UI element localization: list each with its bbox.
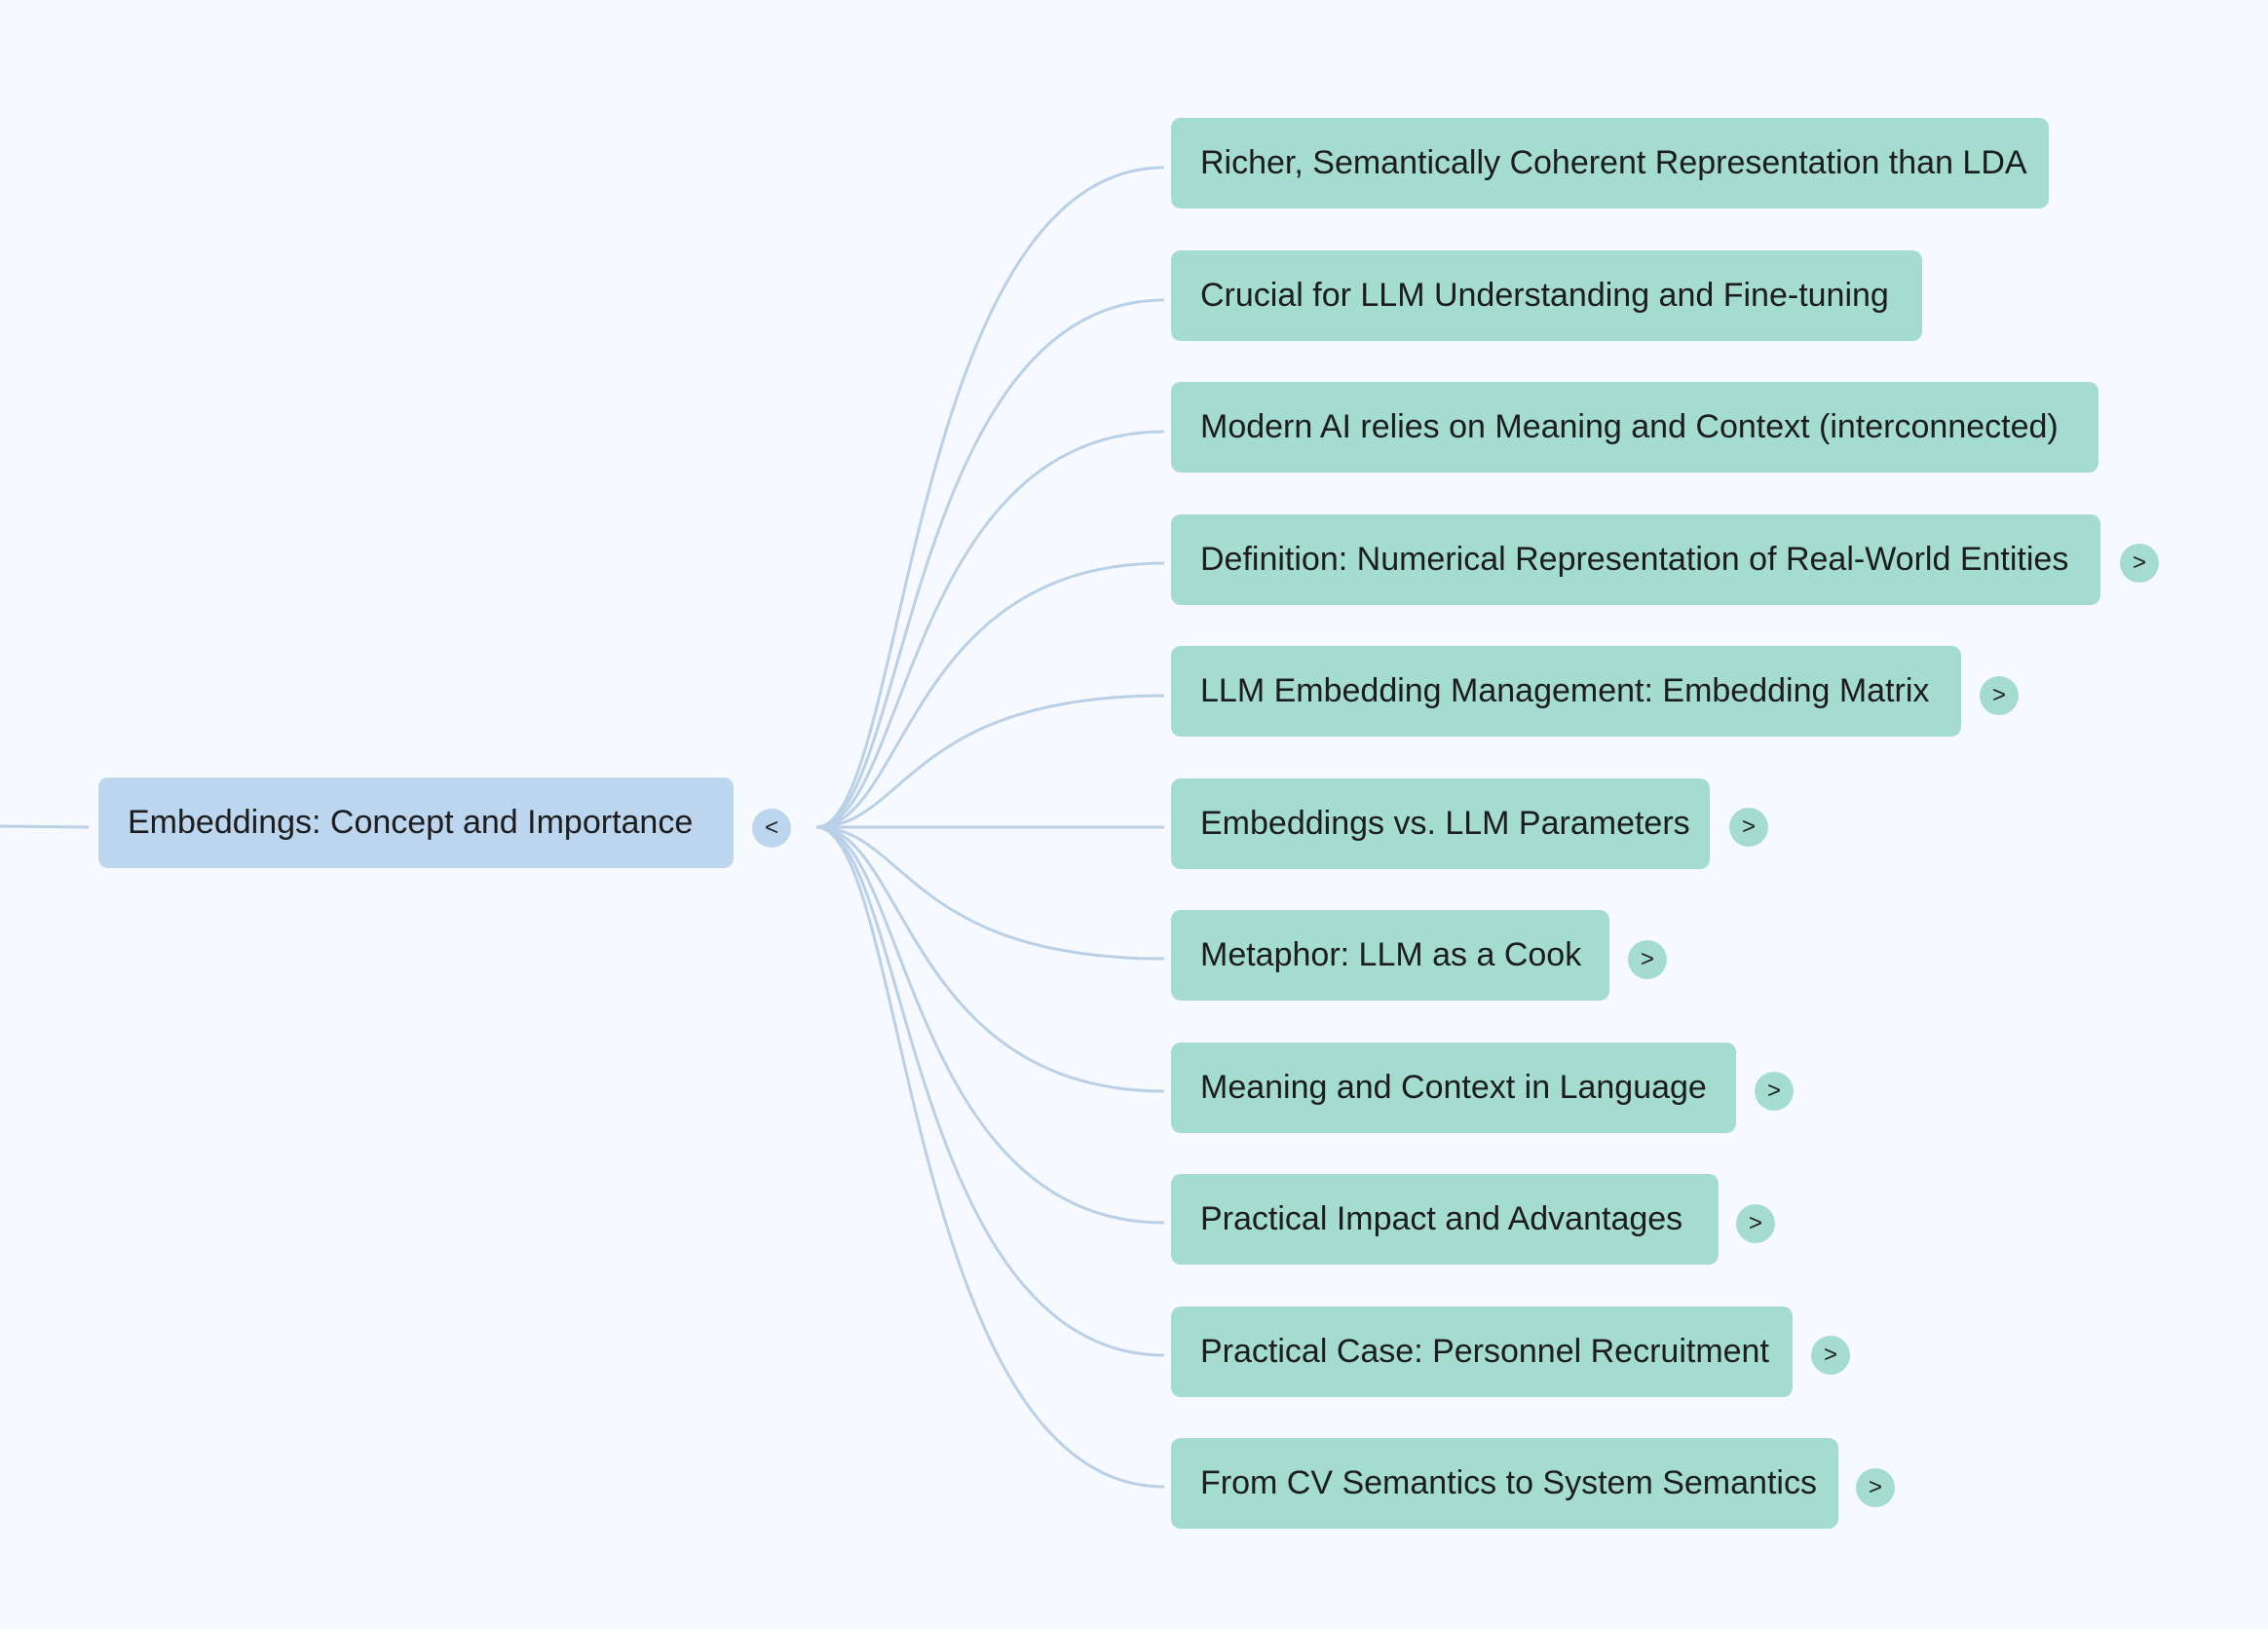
chevron-right-icon: > bbox=[1741, 814, 1756, 840]
expand-toggle[interactable]: > bbox=[1980, 676, 2019, 715]
child-link-8 bbox=[815, 825, 1165, 1225]
child-node[interactable]: LLM Embedding Management: Embedding Matr… bbox=[1171, 646, 1961, 737]
chevron-left-icon: < bbox=[764, 814, 778, 841]
chevron-right-icon: > bbox=[1640, 946, 1654, 972]
child-link-0 bbox=[815, 166, 1165, 829]
child-node-label: Crucial for LLM Understanding and Fine-t… bbox=[1200, 277, 1889, 314]
child-node-label: Practical Impact and Advantages bbox=[1200, 1200, 1683, 1237]
chevron-right-icon: > bbox=[1868, 1474, 1882, 1500]
expand-toggle[interactable]: > bbox=[1736, 1204, 1775, 1243]
child-link-3 bbox=[815, 561, 1165, 829]
child-link-9 bbox=[815, 825, 1165, 1357]
child-node[interactable]: Modern AI relies on Meaning and Context … bbox=[1171, 382, 2098, 473]
child-link-6 bbox=[815, 825, 1165, 961]
child-node[interactable]: Embeddings vs. LLM Parameters bbox=[1171, 778, 1710, 869]
child-link-1 bbox=[815, 298, 1165, 829]
child-node[interactable]: Crucial for LLM Understanding and Fine-t… bbox=[1171, 250, 1922, 341]
expand-toggle[interactable]: > bbox=[1856, 1468, 1895, 1507]
child-node[interactable]: Richer, Semantically Coherent Representa… bbox=[1171, 118, 2049, 208]
child-node-label: Embeddings vs. LLM Parameters bbox=[1200, 805, 1690, 842]
child-node[interactable]: Meaning and Context in Language bbox=[1171, 1042, 1736, 1133]
expand-toggle[interactable]: > bbox=[2120, 544, 2159, 583]
child-link-4 bbox=[815, 694, 1165, 829]
chevron-right-icon: > bbox=[2132, 549, 2146, 576]
child-link-7 bbox=[815, 825, 1165, 1093]
child-node[interactable]: From CV Semantics to System Semantics bbox=[1171, 1438, 1838, 1529]
collapse-toggle[interactable]: < bbox=[752, 809, 791, 848]
child-node-label: From CV Semantics to System Semantics bbox=[1200, 1464, 1817, 1501]
root-node-label: Embeddings: Concept and Importance bbox=[128, 804, 694, 841]
expand-toggle[interactable]: > bbox=[1811, 1336, 1850, 1375]
chevron-right-icon: > bbox=[1766, 1078, 1781, 1104]
child-node-label: Meaning and Context in Language bbox=[1200, 1069, 1707, 1106]
child-node-label: Modern AI relies on Meaning and Context … bbox=[1200, 408, 2059, 445]
child-node-label: Definition: Numerical Representation of … bbox=[1200, 541, 2069, 578]
expand-toggle[interactable]: > bbox=[1628, 940, 1667, 979]
child-node[interactable]: Practical Impact and Advantages bbox=[1171, 1174, 1719, 1265]
chevron-right-icon: > bbox=[1748, 1210, 1762, 1236]
expand-toggle[interactable]: > bbox=[1755, 1072, 1794, 1111]
expand-toggle[interactable]: > bbox=[1729, 808, 1768, 847]
child-node-label: Richer, Semantically Coherent Representa… bbox=[1200, 144, 2027, 181]
child-node[interactable]: Definition: Numerical Representation of … bbox=[1171, 514, 2100, 605]
root-node[interactable]: Embeddings: Concept and Importance bbox=[98, 777, 734, 868]
chevron-right-icon: > bbox=[1991, 682, 2006, 708]
child-node-label: Practical Case: Personnel Recruitment bbox=[1200, 1333, 1769, 1370]
child-node[interactable]: Practical Case: Personnel Recruitment bbox=[1171, 1307, 1793, 1397]
child-link-2 bbox=[815, 430, 1165, 829]
chevron-right-icon: > bbox=[1823, 1342, 1837, 1368]
child-link-10 bbox=[815, 825, 1165, 1489]
child-node-label: LLM Embedding Management: Embedding Matr… bbox=[1200, 672, 1930, 709]
child-node[interactable]: Metaphor: LLM as a Cook bbox=[1171, 910, 1609, 1001]
child-node-label: Metaphor: LLM as a Cook bbox=[1200, 936, 1582, 973]
parent-link bbox=[0, 824, 90, 829]
